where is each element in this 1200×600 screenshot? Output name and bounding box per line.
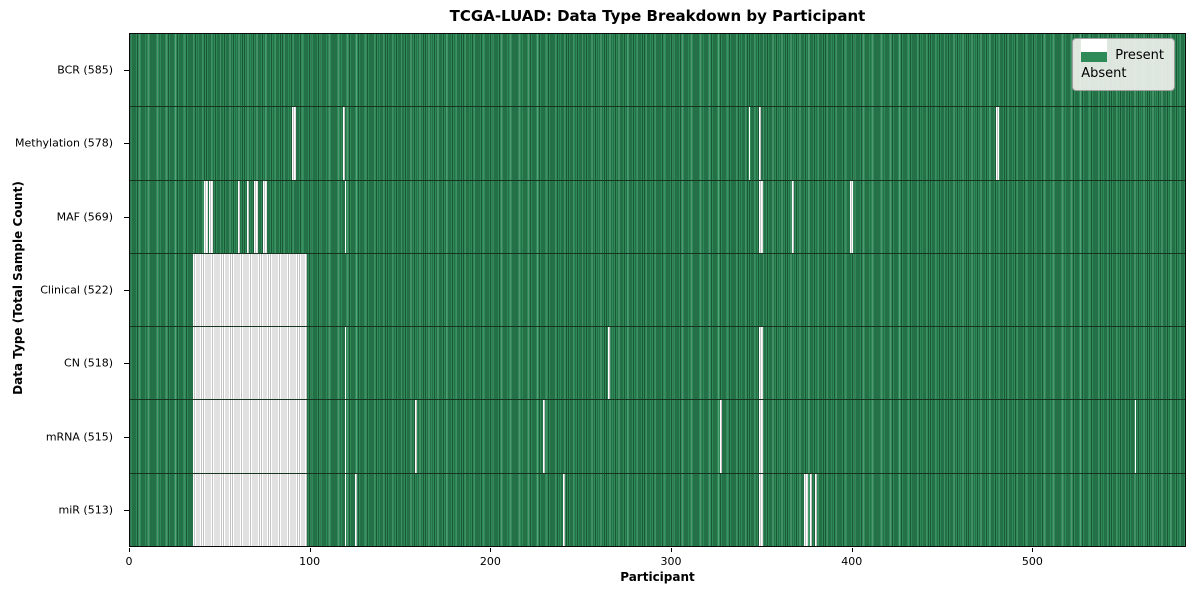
y-axis-ticks <box>124 33 129 547</box>
absent-stripe <box>344 400 347 473</box>
absent-stripe <box>562 473 565 546</box>
absent-stripe <box>193 400 307 473</box>
absent-stripe <box>254 180 259 253</box>
absent-stripe <box>607 327 610 400</box>
absent-stripe <box>355 473 358 546</box>
y-tick-label-Methylation: Methylation (578) <box>15 136 113 150</box>
x-tick-mark <box>671 548 673 552</box>
x-axis-label: Participant <box>620 570 695 584</box>
absent-stripe <box>344 180 347 253</box>
y-axis-label: Data Type (Total Sample Count) <box>11 181 25 395</box>
absent-stripe <box>209 180 213 253</box>
y-tick-label-BCR: BCR (585) <box>57 63 113 77</box>
y-tick-mark <box>124 290 129 291</box>
legend-item-absent: Absent <box>1081 39 1164 81</box>
y-tick-mark <box>124 363 129 365</box>
absent-stripe <box>719 400 722 473</box>
absent-stripe <box>809 473 812 546</box>
x-tick-label: 400 <box>841 555 863 568</box>
absent-stripe <box>791 180 794 253</box>
absent-stripe <box>759 473 763 546</box>
y-tick-mark <box>124 143 129 145</box>
absent-swatch-icon <box>1081 39 1108 52</box>
chart-row-miR <box>130 473 1185 546</box>
legend-item-present: Present <box>1081 48 1164 63</box>
chart-title: TCGA-LUAD: Data Type Breakdown by Partic… <box>449 7 866 25</box>
absent-stripe <box>193 473 307 546</box>
y-tick-label-miR: miR (513) <box>58 503 114 517</box>
x-axis: 0 100 200 300 400 500 <box>125 547 1186 577</box>
absent-stripe <box>759 400 763 473</box>
absent-stripe <box>263 180 268 253</box>
y-tick-label-CN: CN (518) <box>64 356 113 370</box>
y-tick-label-MAF: MAF (569) <box>56 210 113 224</box>
absent-stripe <box>238 180 240 253</box>
y-tick-label-Clinical: Clinical (522) <box>40 283 113 297</box>
plot-area: Present Absent <box>129 33 1186 547</box>
absent-stripe <box>193 327 307 400</box>
chart-row-mRNA <box>130 400 1185 474</box>
absent-stripe <box>759 327 763 400</box>
absent-stripe <box>1134 400 1137 473</box>
absent-stripe <box>815 473 818 546</box>
legend-label-absent: Absent <box>1081 66 1127 81</box>
x-tick-label: 0 <box>125 555 133 568</box>
absent-stripe <box>292 107 296 180</box>
absent-stripe <box>344 327 347 400</box>
x-tick-label: 500 <box>1021 555 1043 568</box>
absent-stripe <box>849 180 854 253</box>
x-tick-label: 300 <box>660 555 682 568</box>
chart-row-BCR <box>130 34 1185 108</box>
x-tick-label: 100 <box>299 555 321 568</box>
chart-row-Clinical <box>130 253 1185 328</box>
x-tick-mark <box>309 548 311 552</box>
y-tick-mark <box>124 436 129 438</box>
x-tick-mark <box>490 548 492 552</box>
x-tick-label: 200 <box>479 555 501 568</box>
absent-stripe <box>542 400 545 473</box>
absent-stripe <box>247 180 250 253</box>
absent-stripe <box>759 180 763 253</box>
y-axis-tick-labels: BCR (585) Methylation (578) MAF (569) Clini… <box>0 33 121 547</box>
legend: Present Absent <box>1072 38 1175 91</box>
chart-row-MAF <box>130 180 1185 254</box>
absent-stripe <box>193 253 307 327</box>
absent-stripe <box>759 107 762 180</box>
legend-label-present: Present <box>1115 48 1164 63</box>
chart-row-CN <box>130 327 1185 401</box>
y-tick-mark <box>124 510 129 512</box>
x-tick-mark <box>129 548 130 552</box>
absent-stripe <box>804 473 809 546</box>
x-tick-mark <box>1032 548 1034 552</box>
absent-stripe <box>342 107 345 180</box>
absent-stripe <box>344 473 347 546</box>
y-tick-mark <box>124 216 129 218</box>
y-tick-mark <box>124 69 129 71</box>
y-tick-label-mRNA: mRNA (515) <box>45 430 113 444</box>
x-tick-mark <box>851 548 853 552</box>
absent-stripe <box>748 107 751 180</box>
absent-stripe <box>414 400 417 473</box>
chart-row-Methylation <box>130 107 1185 181</box>
absent-stripe <box>995 107 1000 180</box>
present-swatch-icon <box>1081 49 1108 62</box>
absent-stripe <box>203 180 208 253</box>
